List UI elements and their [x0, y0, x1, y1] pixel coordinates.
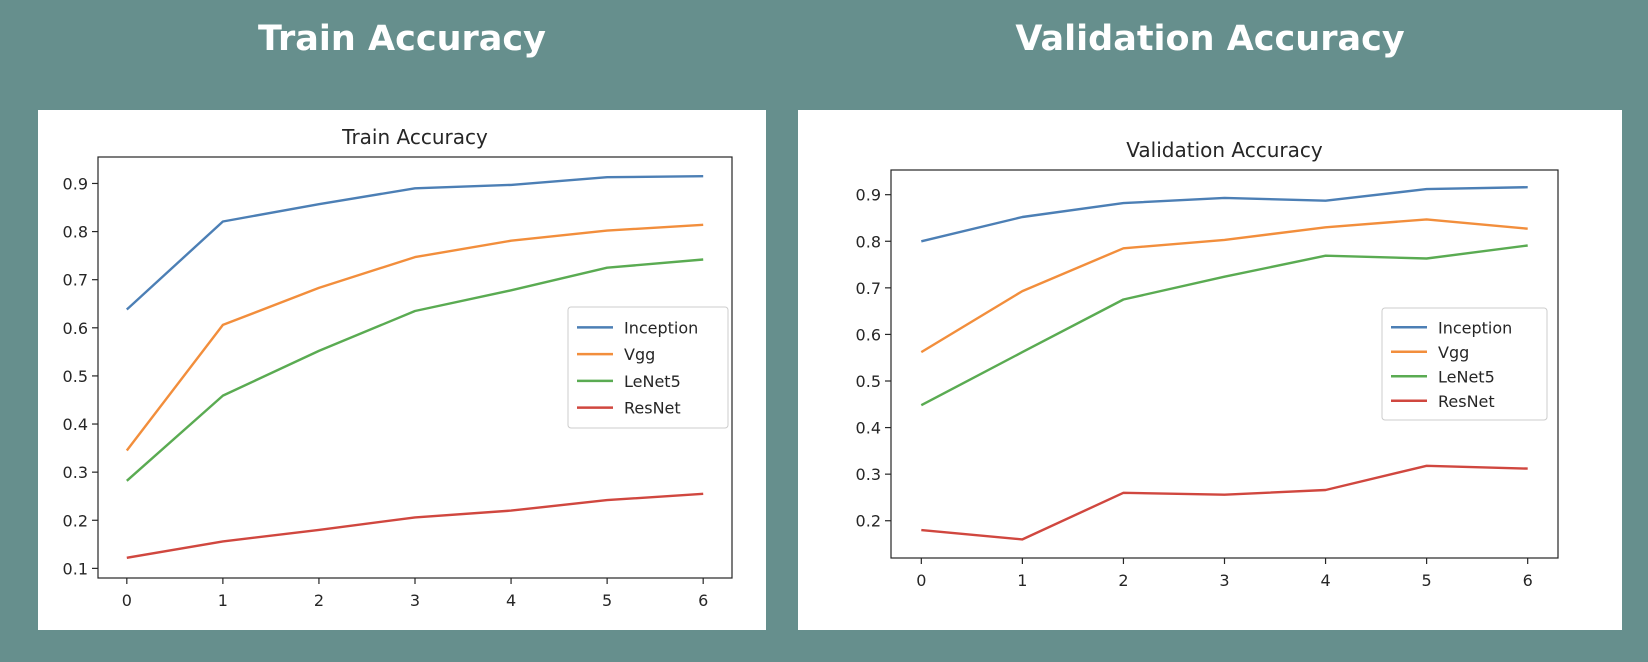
x-tick-label: 4 — [1320, 571, 1330, 590]
y-tick-label: 0.5 — [856, 372, 881, 391]
legend-label-lenet5: LeNet5 — [624, 372, 681, 391]
legend-label-vgg: Vgg — [624, 345, 655, 364]
x-tick-label: 1 — [218, 591, 228, 610]
legend-label-inception: Inception — [624, 318, 698, 337]
legend-box — [1381, 307, 1548, 421]
y-tick-label: 0.4 — [63, 415, 88, 434]
chart-title: Validation Accuracy — [1126, 138, 1323, 162]
x-tick-label: 4 — [506, 591, 516, 610]
x-tick-label: 2 — [1118, 571, 1128, 590]
x-tick-label: 6 — [698, 591, 708, 610]
series-line-resnet — [921, 464, 1528, 541]
x-tick-label: 1 — [1017, 571, 1027, 590]
x-tick-label: 3 — [410, 591, 420, 610]
validation-accuracy-panel: Validation Accuracy 0.2 0.3 0.4 0.5 0.6 0.7 0.8… — [798, 110, 1622, 630]
series-line-lenet5 — [920, 244, 1528, 407]
x-tick-label: 0 — [122, 591, 132, 610]
legend-label-inception: Inception — [1438, 318, 1512, 337]
x-tick-label: 5 — [1422, 571, 1432, 590]
y-tick-label: 0.6 — [856, 325, 881, 344]
y-tick-label: 0.7 — [63, 271, 88, 290]
series-line-inception — [921, 186, 1528, 243]
legend-label-vgg: Vgg — [1438, 343, 1469, 362]
x-tick-label: 2 — [314, 591, 324, 610]
y-tick-label: 0.8 — [856, 232, 881, 251]
series-line-inception — [125, 175, 704, 311]
validation-accuracy-heading: Validation Accuracy — [1015, 19, 1405, 59]
x-tick-label: 6 — [1523, 571, 1533, 590]
y-tick-label: 0.9 — [63, 174, 88, 193]
train-accuracy-panel: Train Accuracy 0.1 0.2 0.3 0.4 0.5 0.6 0.7 0.8 0.… — [38, 110, 766, 630]
series-line-lenet5 — [126, 258, 704, 482]
legend-label-resnet: ResNet — [1438, 392, 1495, 411]
train-accuracy-heading: Train Accuracy — [258, 19, 546, 59]
series-line-vgg — [920, 218, 1528, 354]
series-line-resnet — [126, 492, 704, 559]
y-tick-label: 0.3 — [63, 463, 88, 482]
legend-box — [567, 306, 729, 429]
y-tick-label: 0.8 — [63, 223, 88, 242]
y-tick-label: 0.4 — [856, 419, 881, 438]
y-tick-label: 0.5 — [63, 367, 88, 386]
x-tick-label: 0 — [916, 571, 926, 590]
x-tick-label: 5 — [602, 591, 612, 610]
y-tick-label: 0.2 — [856, 512, 881, 531]
y-tick-label: 0.7 — [856, 279, 881, 298]
legend-label-resnet: ResNet — [624, 399, 681, 418]
series-line-vgg — [125, 223, 704, 452]
y-tick-label: 0.1 — [63, 559, 88, 578]
x-tick-label: 3 — [1219, 571, 1229, 590]
legend-label-lenet5: LeNet5 — [1438, 367, 1495, 386]
y-tick-label: 0.3 — [856, 465, 881, 484]
y-tick-label: 0.2 — [63, 511, 88, 530]
y-tick-label: 0.9 — [856, 186, 881, 205]
y-tick-label: 0.6 — [63, 319, 88, 338]
validation-accuracy-chart: Validation Accuracy 0.2 0.3 0.4 0.5 0.6 0.7 0.8… — [856, 138, 1559, 590]
chart-title: Train Accuracy — [341, 125, 488, 149]
train-accuracy-chart: Train Accuracy 0.1 0.2 0.3 0.4 0.5 0.6 0.7 0.8 0.… — [63, 125, 733, 610]
